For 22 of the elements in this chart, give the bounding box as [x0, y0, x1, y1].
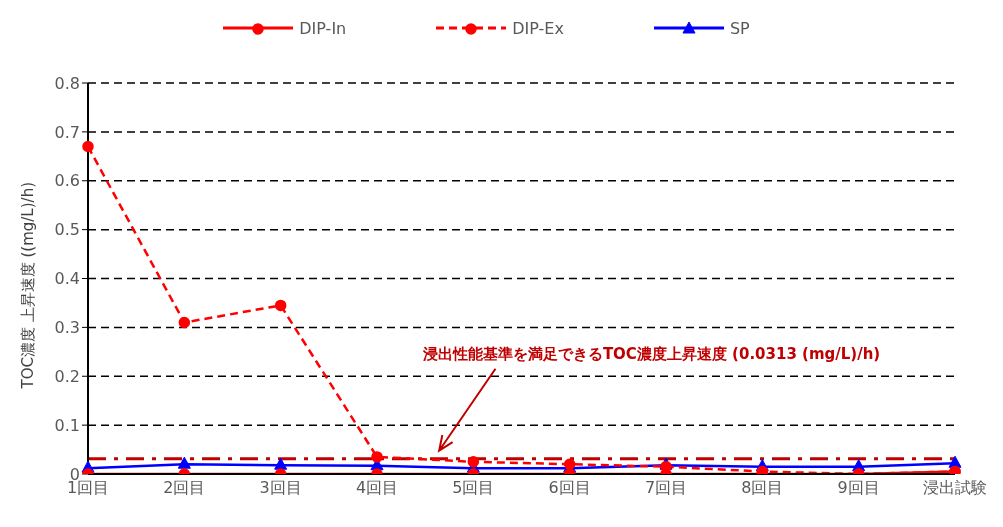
ref-line-label: 浸出性能基準を満足できるTOC濃度上昇速度 (0.0313 (mg/L)/h)	[421, 344, 881, 363]
y-tick-label: 0.6	[54, 171, 80, 191]
y-axis-title: TOC濃度 上昇速度 ((mg/L)/h)	[19, 182, 38, 390]
y-tick-label: 0.7	[54, 122, 80, 142]
y-tick-label: 0.5	[54, 220, 80, 240]
y-tick-label: 0.8	[54, 73, 80, 93]
x-tick-label: 8回目	[741, 478, 784, 498]
y-tick-label: 0.3	[54, 318, 80, 338]
x-tick-label: 2回目	[163, 478, 206, 498]
x-tick-label: 9回目	[837, 478, 880, 498]
y-tick-label: 0.2	[54, 366, 80, 386]
x-tick-label: 6回目	[548, 478, 591, 498]
x-tick-label: 4回目	[355, 478, 399, 498]
x-tick-label: 3回目	[259, 478, 302, 498]
legend-label: DIP-Ex	[511, 18, 564, 38]
y-tick-label: 0.1	[54, 415, 80, 435]
y-tick-label: 0.4	[54, 269, 80, 289]
x-tick-label: 5回目	[452, 478, 495, 498]
x-tick-label: 浸出試験	[923, 478, 987, 498]
legend-label: SP	[728, 18, 750, 38]
legend-label: DIP-In	[298, 18, 347, 38]
x-tick-label: 7回目	[644, 478, 688, 498]
